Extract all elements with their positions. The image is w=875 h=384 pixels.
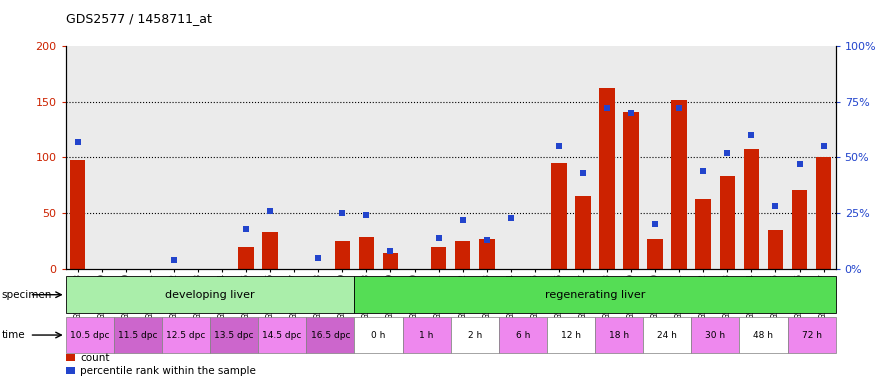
Text: 6 h: 6 h — [515, 331, 530, 339]
Bar — [623, 112, 639, 269]
Bar — [382, 253, 398, 269]
Text: 72 h: 72 h — [802, 331, 822, 339]
Bar — [162, 317, 210, 353]
Bar — [671, 99, 687, 269]
Bar — [430, 247, 446, 269]
Text: 12 h: 12 h — [561, 331, 581, 339]
Bar — [816, 157, 831, 269]
Text: 12.5 dpc: 12.5 dpc — [166, 331, 206, 339]
Text: 13.5 dpc: 13.5 dpc — [214, 331, 254, 339]
Text: 2 h: 2 h — [467, 331, 482, 339]
Bar — [547, 317, 595, 353]
Bar — [238, 247, 254, 269]
Bar — [792, 190, 808, 269]
Text: time: time — [2, 330, 25, 340]
Text: regenerating liver: regenerating liver — [545, 290, 645, 300]
Bar — [599, 88, 615, 269]
Bar — [719, 176, 735, 269]
Text: 30 h: 30 h — [705, 331, 725, 339]
Bar — [788, 317, 836, 353]
Bar — [114, 317, 162, 353]
Bar — [767, 230, 783, 269]
Bar — [354, 317, 402, 353]
Text: GDS2577 / 1458711_at: GDS2577 / 1458711_at — [66, 12, 212, 25]
Bar — [334, 241, 350, 269]
Bar — [595, 317, 643, 353]
Text: developing liver: developing liver — [165, 290, 255, 300]
Bar — [66, 276, 354, 313]
Text: count: count — [80, 353, 110, 362]
Bar — [648, 239, 663, 269]
Bar — [210, 317, 258, 353]
Bar — [499, 317, 547, 353]
Text: 1 h: 1 h — [419, 331, 434, 339]
Bar — [455, 241, 471, 269]
Bar — [739, 317, 788, 353]
Bar — [306, 317, 354, 353]
Text: 18 h: 18 h — [609, 331, 629, 339]
Bar — [551, 163, 567, 269]
Bar — [258, 317, 306, 353]
Bar — [744, 149, 760, 269]
Bar — [402, 317, 451, 353]
Bar — [575, 197, 591, 269]
Bar — [451, 317, 499, 353]
Bar — [479, 239, 494, 269]
Bar — [696, 199, 711, 269]
Text: 48 h: 48 h — [753, 331, 774, 339]
Text: 16.5 dpc: 16.5 dpc — [311, 331, 350, 339]
Bar — [691, 317, 739, 353]
Text: 24 h: 24 h — [657, 331, 677, 339]
Bar — [70, 160, 86, 269]
Bar — [359, 237, 374, 269]
Text: specimen: specimen — [2, 290, 52, 300]
Text: 10.5 dpc: 10.5 dpc — [70, 331, 109, 339]
Bar — [643, 317, 691, 353]
Text: percentile rank within the sample: percentile rank within the sample — [80, 366, 256, 376]
Text: 11.5 dpc: 11.5 dpc — [118, 331, 158, 339]
Text: 0 h: 0 h — [371, 331, 386, 339]
Text: 14.5 dpc: 14.5 dpc — [262, 331, 302, 339]
Bar — [66, 317, 114, 353]
Bar — [354, 276, 836, 313]
Bar — [262, 232, 278, 269]
